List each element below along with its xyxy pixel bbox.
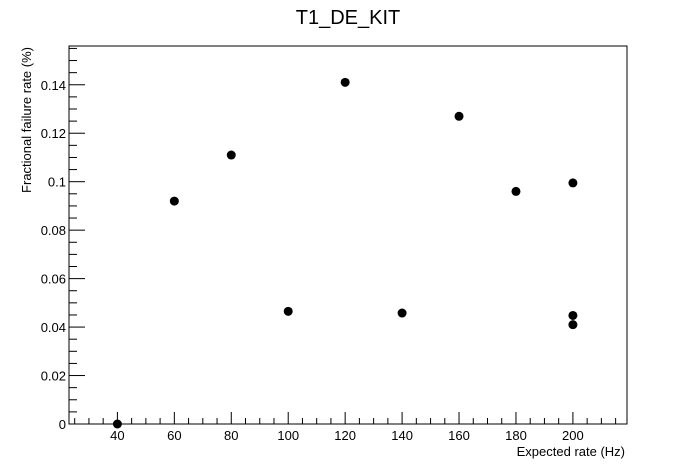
x-axis-label: Expected rate (Hz): [517, 444, 625, 459]
plot-frame: [68, 45, 628, 425]
y-tick-label: 0.06: [41, 272, 66, 287]
x-tick-label: 140: [391, 428, 413, 443]
data-point: [226, 150, 236, 160]
x-tick-label: 60: [167, 428, 181, 443]
data-point: [568, 178, 578, 188]
data-point: [112, 419, 122, 429]
data-point: [283, 306, 293, 316]
x-tick-label: 160: [448, 428, 470, 443]
data-point: [340, 77, 350, 87]
y-tick-label: 0.02: [41, 369, 66, 384]
y-tick-label: 0.14: [41, 78, 66, 93]
y-tick-label: 0.08: [41, 223, 66, 238]
y-tick-label: 0.04: [41, 320, 66, 335]
data-point: [568, 310, 578, 320]
y-tick-label: 0: [59, 417, 66, 432]
x-tick-label: 80: [224, 428, 238, 443]
x-tick-label: 100: [277, 428, 299, 443]
x-axis-ticks: [74, 412, 617, 424]
x-tick-label: 180: [505, 428, 527, 443]
data-point: [397, 308, 407, 318]
data-point: [511, 186, 521, 196]
x-tick-label: 200: [562, 428, 584, 443]
data-point: [568, 320, 578, 330]
y-axis-label: Fractional failure rate (%): [19, 47, 34, 193]
data-point: [169, 196, 179, 206]
x-tick-label: 40: [110, 428, 124, 443]
plot-border: [68, 45, 628, 425]
y-tick-labels: 0 0.02 0.04 0.06 0.08 0.1 0.12 0.14: [41, 78, 66, 432]
data-points: [112, 77, 578, 429]
x-tick-label: 120: [334, 428, 356, 443]
y-axis-ticks: [69, 47, 85, 425]
y-tick-label: 0.12: [41, 126, 66, 141]
data-point: [454, 111, 464, 121]
y-tick-label: 0.1: [48, 175, 66, 190]
chart-title: T1_DE_KIT: [296, 7, 400, 29]
x-tick-labels: 40 60 80 100 120 140 160 180 200: [110, 428, 584, 443]
